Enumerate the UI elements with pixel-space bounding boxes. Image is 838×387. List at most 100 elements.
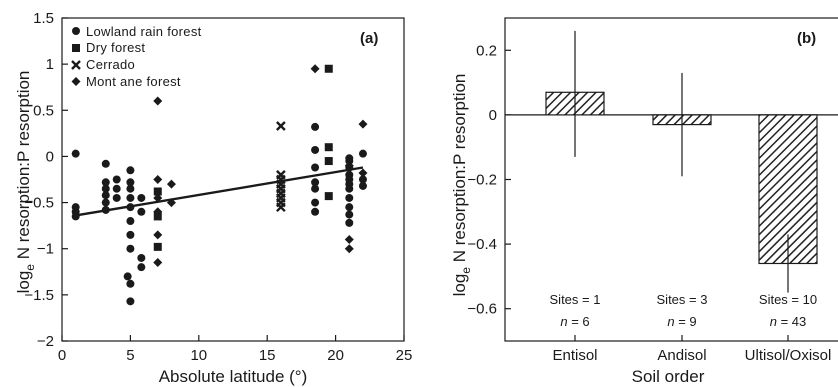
panel-b-x-axis: Entisol Andisol Ultisol/Oxisol [552, 335, 831, 364]
y-tick-label: −0.6 [467, 301, 497, 318]
panel-a-legend: Lowland rain forest Dry forest Cerrado M… [71, 24, 202, 89]
data-point-diamond [358, 119, 368, 129]
data-point-cross [276, 121, 286, 131]
data-point-square [153, 242, 162, 251]
data-point-square [153, 212, 162, 221]
panel-a-y-axis: −2 −1.5 −1 −0.5 0 0.5 1 1.5 [24, 10, 68, 350]
data-point-circle [345, 218, 354, 227]
legend-cross-marker [71, 60, 81, 70]
category-label: Entisol [552, 347, 597, 364]
data-point-diamond [153, 230, 163, 240]
regression-line [75, 166, 364, 217]
legend-circle-marker [72, 27, 80, 35]
data-point-circle [345, 157, 354, 166]
legend-label-cerrado: Cerrado [86, 57, 135, 72]
y-tick-label: −0.5 [24, 195, 54, 212]
data-point-diamond [153, 207, 163, 217]
panel-a-label: (a) [360, 30, 378, 47]
data-point-circle [126, 230, 135, 239]
data-point-circle [126, 279, 135, 288]
panel-b-bars [545, 30, 818, 293]
data-point-square [324, 143, 333, 152]
data-point-circle [311, 207, 320, 216]
data-point-diamond [153, 258, 163, 268]
y-tick-label: 0 [489, 107, 497, 124]
n-label: n = 9 [667, 314, 696, 329]
data-point-circle [311, 198, 320, 207]
data-point-circle [126, 184, 135, 193]
panel-b: −0.6 −0.4 −0.2 0 0.2 Sites = 1 n = 6 Sites = 3… [450, 17, 838, 386]
data-point-diamond [153, 175, 163, 184]
y-tick-label: −2 [37, 333, 54, 350]
data-point-diamond [358, 168, 368, 178]
data-point-circle [101, 184, 110, 193]
panel-a-y-label: loge N resorption:P resorption [14, 71, 37, 294]
data-point-circle [101, 198, 110, 207]
data-point-circle [126, 244, 135, 253]
y-tick-label: 1 [46, 56, 54, 73]
legend-diamond-marker [71, 77, 81, 86]
data-point-circle [137, 193, 146, 202]
data-point-square [153, 187, 162, 196]
category-label: Andisol [657, 347, 706, 364]
x-tick-label: 10 [190, 347, 207, 364]
y-tick-label: 1.5 [33, 10, 54, 27]
panel-b-annotations: Sites = 1 n = 6 Sites = 3 n = 9 Sites = 10 n … [550, 292, 818, 329]
legend-label-montane: Mont ane forest [86, 74, 181, 89]
data-point-circle [345, 210, 354, 219]
sites-label: Sites = 10 [759, 292, 817, 307]
data-point-circle [126, 297, 135, 306]
sites-label: Sites = 1 [550, 292, 601, 307]
data-point-diamond [310, 64, 320, 74]
data-point-diamond [344, 234, 354, 244]
data-point-circle [123, 272, 132, 281]
y-tick-label: 0.5 [33, 102, 54, 119]
data-point-circle [311, 145, 320, 154]
y-tick-label: −1 [37, 241, 54, 258]
sites-label: Sites = 3 [657, 292, 708, 307]
data-point-circle [112, 184, 121, 193]
y-tick-label: 0 [46, 148, 54, 165]
data-point-circle [137, 263, 146, 272]
legend-label-lowland: Lowland rain forest [86, 24, 202, 39]
y-tick-label: −1.5 [24, 287, 54, 304]
panel-a-frame [61, 17, 405, 342]
data-point-circle [71, 212, 80, 221]
n-label: n = 43 [770, 314, 807, 329]
data-point-cross [276, 202, 286, 213]
data-point-circle [126, 166, 135, 175]
data-point-circle [345, 193, 354, 202]
data-point-circle [311, 178, 320, 187]
data-point-square [324, 192, 333, 201]
data-point-circle [126, 217, 135, 226]
panel-a-points [71, 64, 368, 306]
data-point-circle [126, 193, 135, 202]
legend-label-dry: Dry forest [86, 40, 145, 55]
panel-b-x-label: Soil order [632, 367, 705, 386]
data-point-circle [358, 175, 367, 184]
data-point-diamond [153, 96, 163, 106]
panel-a-x-axis: 0 5 10 15 20 25 [58, 335, 413, 364]
data-point-circle [311, 122, 320, 131]
data-point-circle [137, 253, 146, 262]
data-point-square [324, 64, 333, 73]
panel-a-x-label: Absolute latitude (°) [159, 367, 308, 386]
x-tick-label: 0 [58, 347, 66, 364]
data-point-square [324, 157, 333, 166]
data-point-circle [112, 193, 121, 202]
data-point-circle [126, 178, 135, 187]
data-point-circle [137, 207, 146, 216]
x-tick-label: 25 [396, 347, 413, 364]
legend-square-marker [72, 44, 80, 52]
x-tick-label: 15 [259, 347, 276, 364]
x-tick-label: 5 [126, 347, 134, 364]
y-tick-label: −0.4 [467, 236, 497, 253]
data-point-circle [101, 191, 110, 200]
y-tick-label: 0.2 [476, 42, 497, 59]
panel-b-y-axis: −0.6 −0.4 −0.2 0 0.2 [467, 42, 511, 318]
data-point-circle [358, 181, 367, 190]
panel-a: −2 −1.5 −1 −0.5 0 0.5 1 1.5 0 5 10 15 20 25 (a) Lowl… [14, 10, 412, 386]
data-point-circle [345, 203, 354, 212]
data-point-diamond [344, 244, 354, 254]
